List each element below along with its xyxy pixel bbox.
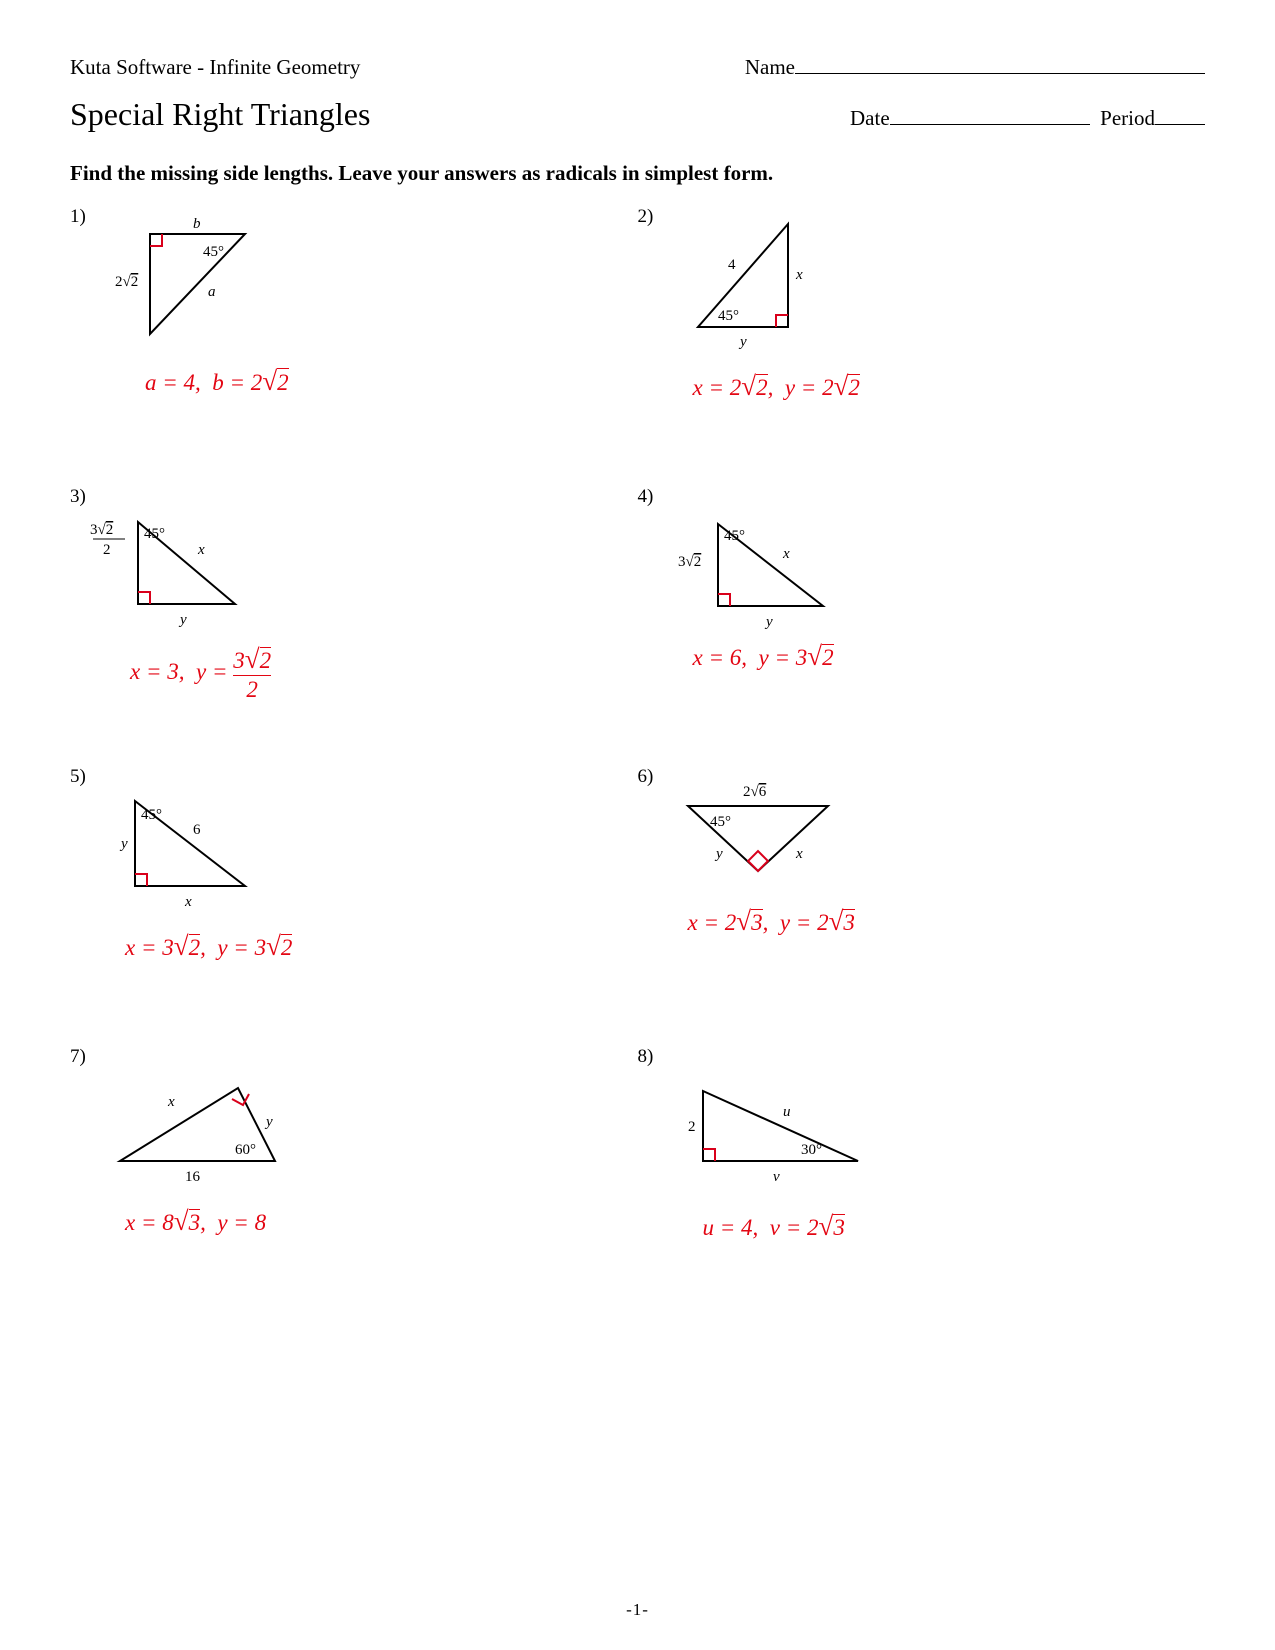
svg-text:2: 2	[103, 542, 111, 558]
problem-5: 5) 45° 6 y x x = 3√2, y = 3√2	[70, 766, 638, 1046]
triangle-1: b 45° 2√2 a	[115, 216, 295, 356]
svg-text:45°: 45°	[203, 244, 224, 260]
problem-7: 7) x y 60° 16 x = 8√3, y = 8	[70, 1046, 638, 1326]
answer-6: x = 2√3, y = 2√3	[688, 906, 855, 937]
header-name: Name	[745, 55, 1205, 80]
problem-number: 3)	[70, 486, 86, 508]
svg-text:45°: 45°	[710, 814, 731, 830]
name-label: Name	[745, 55, 795, 79]
svg-text:16: 16	[185, 1169, 201, 1185]
date-period: Date Period	[850, 106, 1205, 131]
triangle-8: 2 u 30° v	[673, 1066, 913, 1216]
worksheet-page: Kuta Software - Infinite Geometry Name S…	[0, 0, 1275, 1650]
svg-text:3√2: 3√2	[678, 554, 701, 570]
svg-text:30°: 30°	[801, 1142, 822, 1158]
page-title: Special Right Triangles	[70, 96, 370, 133]
answer-8: u = 4, v = 2√3	[703, 1211, 845, 1242]
answer-4: x = 6, y = 3√2	[693, 641, 834, 672]
svg-text:v: v	[773, 1169, 780, 1185]
svg-text:2: 2	[688, 1119, 696, 1135]
answer-2: x = 2√2, y = 2√2	[693, 371, 860, 402]
svg-text:y: y	[178, 612, 187, 628]
problem-number: 8)	[638, 1046, 654, 1068]
problem-8: 8) 2 u 30° v u = 4, v = 2√3	[638, 1046, 1206, 1326]
svg-text:a: a	[208, 284, 216, 300]
name-blank	[795, 73, 1205, 74]
svg-text:2√2: 2√2	[115, 274, 138, 290]
svg-text:4: 4	[728, 257, 736, 273]
svg-text:2√6: 2√6	[743, 784, 767, 800]
instruction: Find the missing side lengths. Leave you…	[70, 161, 1205, 186]
triangle-7: x y 60° 16	[100, 1066, 340, 1206]
svg-text:x: x	[782, 546, 790, 562]
problems-grid: 1) b 45° 2√2 a a = 4, b = 2√2 2) 4 x 45°	[70, 206, 1205, 1326]
svg-text:45°: 45°	[724, 528, 745, 544]
svg-text:y: y	[714, 846, 723, 862]
svg-text:y: y	[738, 334, 747, 350]
answer-5: x = 3√2, y = 3√2	[125, 931, 292, 962]
problem-number: 1)	[70, 206, 86, 228]
triangle-2: 4 x 45° y	[678, 214, 858, 364]
date-label: Date	[850, 106, 890, 130]
page-number: -1-	[0, 1600, 1275, 1620]
svg-text:y: y	[764, 614, 773, 630]
svg-text:u: u	[783, 1104, 791, 1120]
problem-6: 6) 2√6 45° y x x = 2√3, y = 2√3	[638, 766, 1206, 1046]
svg-text:45°: 45°	[141, 807, 162, 823]
svg-text:60°: 60°	[235, 1142, 256, 1158]
period-label: Period	[1100, 106, 1155, 130]
svg-text:45°: 45°	[144, 526, 165, 542]
problem-3: 3) 3√2 2 45° x y x = 3, y = 3√2 2	[70, 486, 638, 766]
triangle-3: 3√2 2 45° x y	[90, 504, 290, 654]
svg-text:3√2: 3√2	[90, 522, 113, 538]
svg-text:x: x	[167, 1094, 175, 1110]
svg-text:x: x	[184, 894, 192, 910]
answer-1: a = 4, b = 2√2	[145, 366, 289, 397]
svg-text:6: 6	[193, 822, 201, 838]
triangle-4: 3√2 45° x y	[678, 506, 878, 656]
header: Kuta Software - Infinite Geometry Name	[70, 55, 1205, 80]
problem-number: 2)	[638, 206, 654, 228]
svg-text:x: x	[197, 542, 205, 558]
problem-number: 6)	[638, 766, 654, 788]
problem-4: 4) 3√2 45° x y x = 6, y = 3√2	[638, 486, 1206, 766]
answer-7: x = 8√3, y = 8	[125, 1206, 266, 1237]
svg-text:x: x	[795, 267, 803, 283]
svg-text:45°: 45°	[718, 308, 739, 324]
problem-1: 1) b 45° 2√2 a a = 4, b = 2√2	[70, 206, 638, 486]
answer-3: x = 3, y = 3√2 2	[130, 646, 271, 701]
problem-number: 7)	[70, 1046, 86, 1068]
problem-number: 4)	[638, 486, 654, 508]
title-row: Special Right Triangles Date Period	[70, 96, 1205, 133]
svg-text:b: b	[193, 216, 201, 232]
period-blank	[1155, 124, 1205, 125]
svg-text:x: x	[795, 846, 803, 862]
header-left: Kuta Software - Infinite Geometry	[70, 55, 360, 80]
svg-text:y: y	[264, 1114, 273, 1130]
svg-text:y: y	[119, 836, 128, 852]
problem-2: 2) 4 x 45° y x = 2√2, y = 2√2	[638, 206, 1206, 486]
problem-number: 5)	[70, 766, 86, 788]
date-blank	[890, 124, 1090, 125]
triangle-5: 45° 6 y x	[105, 786, 305, 936]
